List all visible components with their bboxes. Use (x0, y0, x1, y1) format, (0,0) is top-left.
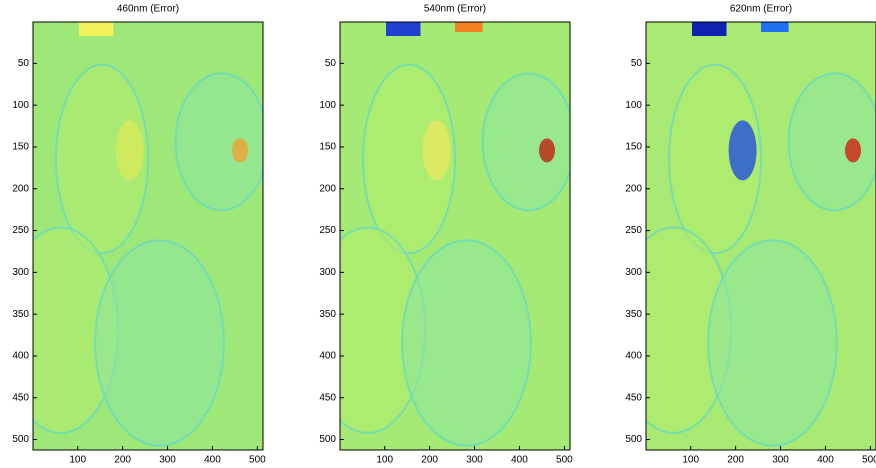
image-spot (728, 120, 757, 181)
x-tick-label: 300 (159, 455, 176, 466)
y-tick-label: 500 (12, 434, 29, 445)
image (646, 22, 876, 450)
y-tick-label: 200 (12, 183, 29, 194)
x-tick-label: 500 (862, 455, 876, 466)
panel-title: 540nm (Error) (424, 4, 486, 15)
x-tick-label: 100 (376, 455, 393, 466)
image-shape (481, 72, 570, 212)
x-tick-label: 400 (511, 455, 528, 466)
y-tick-label: 450 (12, 392, 29, 403)
y-tick-label: 500 (319, 434, 336, 445)
x-tick-label: 200 (727, 455, 744, 466)
y-tick-label: 150 (625, 142, 642, 153)
y-tick-label: 100 (12, 100, 29, 111)
x-tick-label: 500 (249, 455, 266, 466)
y-tick-label: 300 (12, 267, 29, 278)
image-shape (668, 63, 762, 255)
image-shape (55, 63, 149, 255)
image-shape (707, 239, 838, 447)
image-spot (115, 120, 144, 181)
image-strip (79, 22, 114, 36)
image-strip (455, 22, 483, 32)
image-spot (539, 138, 555, 163)
image-shape (401, 239, 532, 447)
y-tick-label: 50 (18, 58, 30, 69)
x-tick-label: 100 (682, 455, 699, 466)
x-tick-label: 500 (556, 455, 573, 466)
image-strip (386, 22, 421, 36)
image-shape (787, 72, 876, 212)
y-tick-label: 450 (625, 392, 642, 403)
x-tick-label: 300 (466, 455, 483, 466)
panel-title: 460nm (Error) (117, 4, 179, 15)
y-tick-label: 50 (631, 58, 643, 69)
y-tick-label: 250 (625, 225, 642, 236)
image-strip (692, 22, 727, 36)
image-strip (148, 22, 176, 32)
y-tick-label: 300 (319, 267, 336, 278)
image (340, 22, 570, 450)
image-spot (422, 120, 451, 181)
y-tick-label: 200 (319, 183, 336, 194)
y-tick-label: 50 (325, 58, 337, 69)
panel: 460nm (Error) 100 200 300 400 500 50 100 150 200 2… (12, 4, 266, 466)
x-tick-label: 400 (817, 455, 834, 466)
axes-box (339, 21, 571, 451)
panel-title: 620nm (Error) (730, 4, 792, 15)
image-spot (232, 138, 248, 163)
y-tick-label: 200 (625, 183, 642, 194)
x-tick-label: 200 (421, 455, 438, 466)
y-tick-label: 400 (12, 351, 29, 362)
y-tick-label: 450 (319, 392, 336, 403)
image-shape (174, 72, 263, 212)
x-tick-label: 100 (69, 455, 86, 466)
axes-box (645, 21, 876, 451)
image (33, 22, 263, 450)
x-tick-label: 200 (114, 455, 131, 466)
image-shape (362, 63, 456, 255)
y-tick-label: 350 (319, 309, 336, 320)
y-tick-label: 400 (625, 351, 642, 362)
y-tick-label: 350 (12, 309, 29, 320)
x-tick-label: 300 (772, 455, 789, 466)
y-tick-label: 400 (319, 351, 336, 362)
panel: 540nm (Error) 100 200 300 400 500 50 100 150 200 2… (319, 4, 573, 466)
x-tick-label: 400 (204, 455, 221, 466)
y-tick-label: 500 (625, 434, 642, 445)
y-tick-label: 250 (12, 225, 29, 236)
image-spot (845, 138, 861, 163)
image-shape (94, 239, 225, 447)
y-tick-label: 150 (12, 142, 29, 153)
y-tick-label: 350 (625, 309, 642, 320)
panel: 620nm (Error) 100 200 300 400 500 50 100 150 200 2… (625, 4, 876, 466)
y-tick-label: 100 (319, 100, 336, 111)
y-tick-label: 250 (319, 225, 336, 236)
y-tick-label: 100 (625, 100, 642, 111)
axes-box (32, 21, 264, 451)
image-strip (761, 22, 789, 32)
y-tick-label: 150 (319, 142, 336, 153)
y-tick-label: 300 (625, 267, 642, 278)
